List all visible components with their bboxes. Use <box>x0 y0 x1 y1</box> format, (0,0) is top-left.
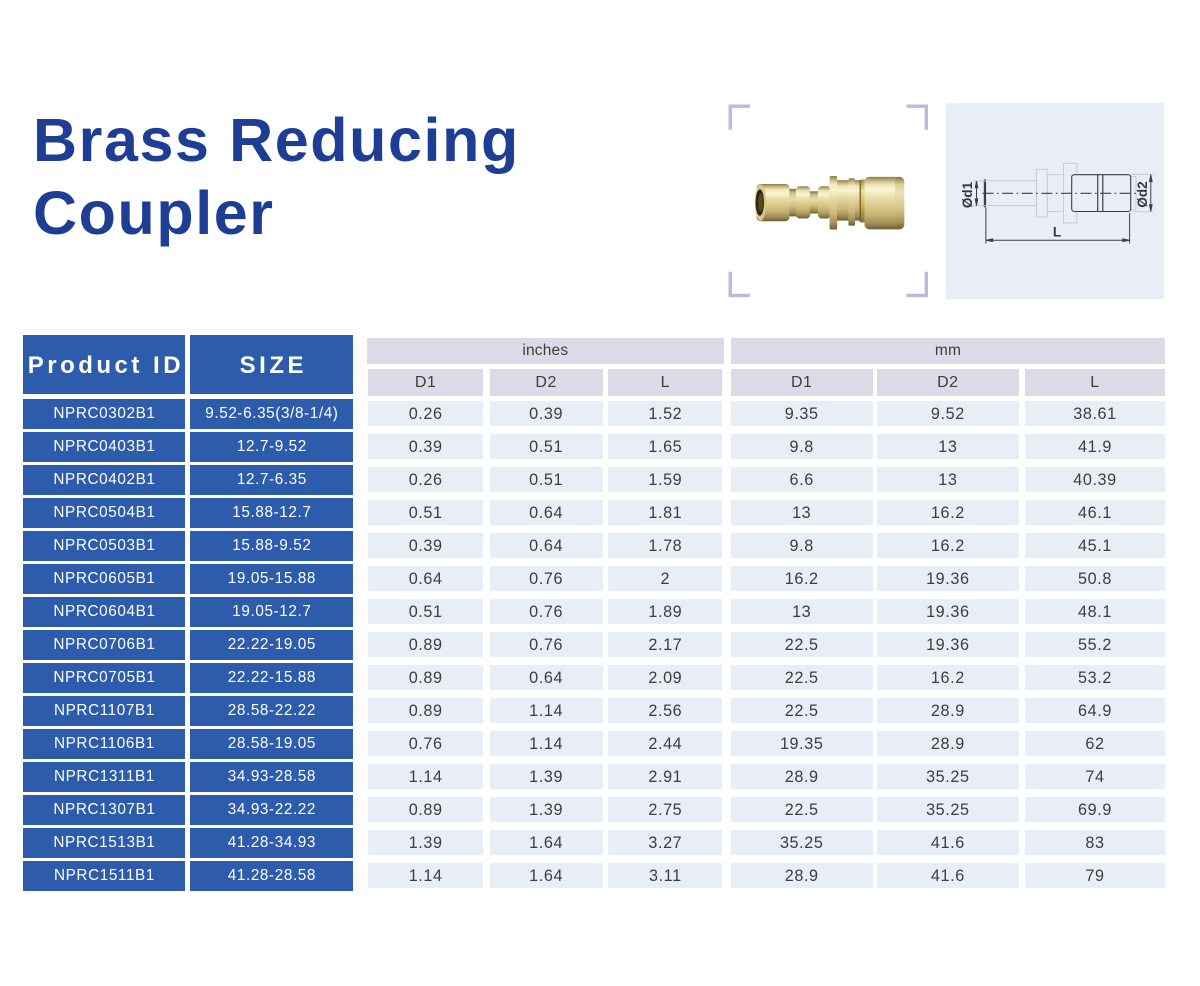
svg-text:L: L <box>1053 225 1061 240</box>
svg-text:Ød1: Ød1 <box>960 181 975 208</box>
svg-text:Ød2: Ød2 <box>1135 181 1150 207</box>
